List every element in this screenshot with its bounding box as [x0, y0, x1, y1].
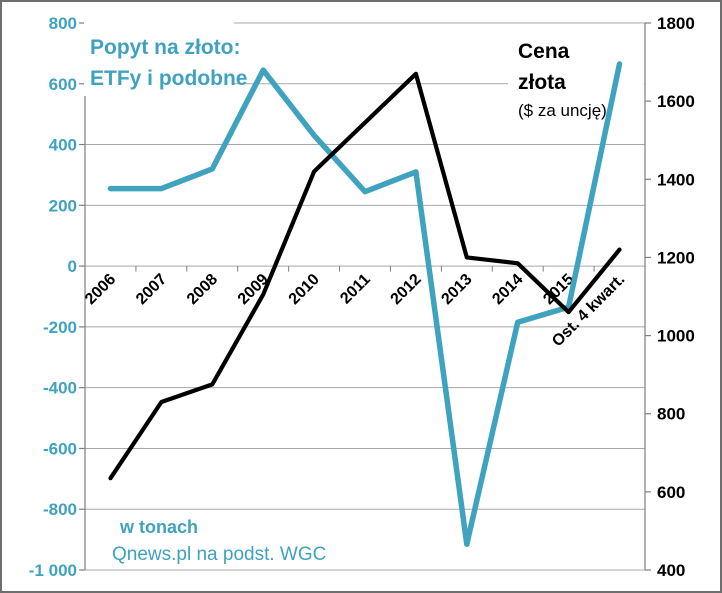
left-axis-tick-label: -1 000	[29, 561, 77, 580]
right-axis-tick-label: 600	[657, 483, 685, 502]
left-axis-tick-label: -400	[43, 379, 77, 398]
right-axis-tick-label: 400	[657, 561, 685, 580]
right-axis-tick-label: 800	[657, 405, 685, 424]
etf-series-title-line1: Popyt na złoto:	[90, 36, 241, 59]
unit-note-text: w tonach	[120, 517, 199, 537]
left-axis-tick-label: -200	[43, 318, 77, 337]
etf-series-title-box: Popyt na złoto: ETFy i podobne	[84, 16, 248, 96]
left-axis-tick-label: 800	[49, 14, 77, 33]
right-axis-tick-label: 1600	[657, 92, 695, 111]
series-line-gold-price	[108, 71, 622, 481]
left-axis-tick-label: 0	[68, 257, 77, 276]
gold-series-title-line1: Cena	[518, 40, 570, 63]
left-axis-tick-label: 200	[49, 196, 77, 215]
gold-series-title-box: Cena złota ($ za uncję)	[508, 30, 644, 122]
right-axis-tick-label: 1200	[657, 248, 695, 267]
unit-note-box: w tonach	[114, 515, 205, 540]
source-note-text: Qnews.pl na podst. WGC	[112, 544, 327, 565]
source-note-box: Qnews.pl na podst. WGC	[106, 542, 333, 568]
series-line-etf-demand	[107, 61, 623, 547]
left-axis-tick-label: 400	[49, 136, 77, 155]
gold-series-title-line2: złota	[518, 71, 566, 94]
etf-series-title-line2: ETFy i podobne	[90, 67, 248, 90]
left-axis-tick-label: -600	[43, 439, 77, 458]
right-axis-tick-label: 1800	[657, 14, 695, 33]
left-axis-tick-label: -800	[43, 500, 77, 519]
left-axis-tick-label: 600	[49, 75, 77, 94]
right-axis-tick-label: 1400	[657, 170, 695, 189]
gold-series-unit-label: ($ za uncję)	[518, 101, 607, 120]
right-axis-tick-label: 1000	[657, 327, 695, 346]
